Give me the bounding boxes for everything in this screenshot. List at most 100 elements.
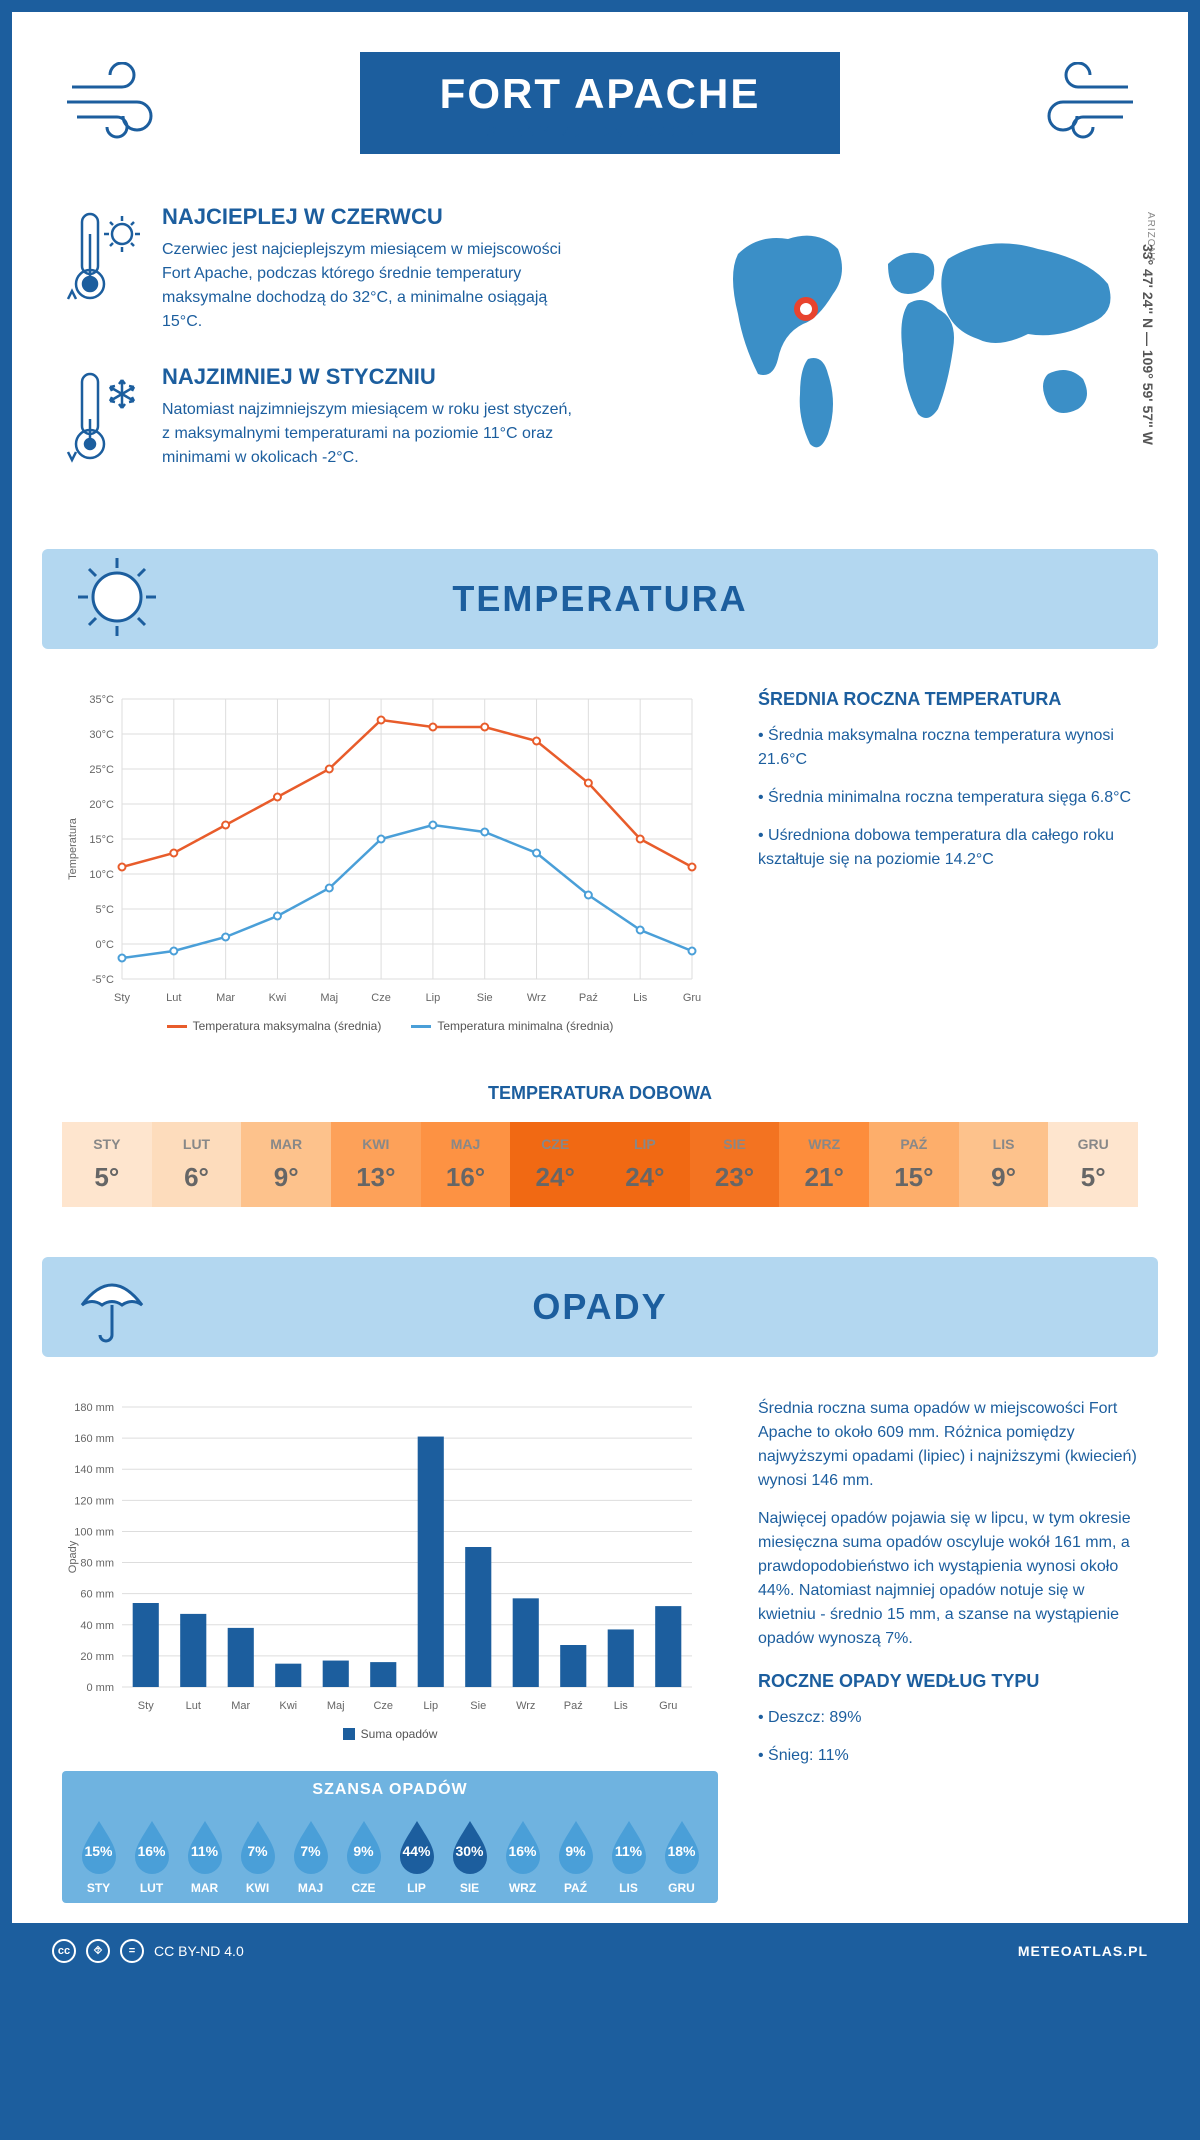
daily-value: 16° [421,1162,511,1193]
page-title: FORT APACHE [440,70,761,118]
coldest-title: NAJZIMNIEJ W STYCZNIU [162,364,582,390]
footer: cc ⯑ = CC BY-ND 4.0 METEOATLAS.PL [12,1923,1188,1979]
svg-text:Maj: Maj [327,1700,345,1712]
precipitation-info: Średnia roczna suma opadów w miejscowośc… [758,1397,1138,1903]
svg-text:Mar: Mar [231,1700,250,1712]
daily-temp-strip: STY5°LUT6°MAR9°KWI13°MAJ16°CZE24°LIP24°S… [62,1122,1138,1207]
svg-text:40 mm: 40 mm [80,1620,114,1632]
svg-text:Kwi: Kwi [269,992,287,1004]
chance-month: GRU [655,1881,708,1895]
daily-value: 23° [690,1162,780,1193]
daily-month: STY [62,1136,152,1152]
drop-icon: 11% [604,1817,654,1875]
header: FORT APACHE STANY ZJEDNOCZONE [12,12,1188,184]
precip-p2: Najwięcej opadów pojawia się w lipcu, w … [758,1507,1138,1651]
svg-text:25°C: 25°C [89,764,114,776]
site-name: METEOATLAS.PL [1018,1943,1148,1959]
svg-text:30°C: 30°C [89,729,114,741]
thermometer-snow-icon [62,364,142,479]
svg-text:Paź: Paź [564,1700,583,1712]
svg-text:Lip: Lip [426,992,441,1004]
precip-type-line: • Deszcz: 89% [758,1706,1138,1730]
temp-info-title: ŚREDNIA ROCZNA TEMPERATURA [758,689,1138,710]
drop-icon: 7% [233,1817,283,1875]
chance-value: 16% [508,1843,536,1859]
temperature-banner: TEMPERATURA [42,549,1158,649]
chance-cell: 7%KWI [231,1817,284,1895]
daily-month: CZE [510,1136,600,1152]
drop-icon: 9% [551,1817,601,1875]
chance-month: LIP [390,1881,443,1895]
chance-month: SIE [443,1881,496,1895]
svg-text:Paź: Paź [579,992,598,1004]
svg-text:Sie: Sie [470,1700,486,1712]
svg-text:Wrz: Wrz [516,1700,535,1712]
temperature-info: ŚREDNIA ROCZNA TEMPERATURA • Średnia mak… [758,689,1138,1033]
chance-cell: 16%LUT [125,1817,178,1895]
drop-icon: 16% [498,1817,548,1875]
daily-temp-cell: MAR9° [241,1122,331,1207]
daily-value: 13° [331,1162,421,1193]
chance-month: STY [72,1881,125,1895]
by-icon: ⯑ [86,1939,110,1963]
chance-cell: 18% GRU [655,1817,708,1895]
daily-temp-title: TEMPERATURA DOBOWA [12,1083,1188,1104]
chance-cell: 16% WRZ [496,1817,549,1895]
svg-text:Lut: Lut [186,1700,201,1712]
chance-cell: 11%MAR [178,1817,231,1895]
warmest-title: NAJCIEPLEJ W CZERWCU [162,204,582,230]
drop-icon: 7% [286,1817,336,1875]
wind-icon [62,62,172,147]
daily-month: SIE [690,1136,780,1152]
daily-month: MAJ [421,1136,511,1152]
chance-value: 7% [300,1843,320,1859]
daily-value: 5° [1048,1162,1138,1193]
chance-month: MAR [178,1881,231,1895]
drop-icon: 18% [657,1817,707,1875]
precipitation-chart: 0 mm20 mm40 mm60 mm80 mm100 mm120 mm140 … [62,1397,718,1903]
daily-temp-cell: SIE 23° [690,1122,780,1207]
temperature-chart: -5°C0°C5°C10°C15°C20°C25°C30°C35°CStyLut… [62,689,718,1033]
chance-month: LUT [125,1881,178,1895]
precip-p1: Średnia roczna suma opadów w miejscowośc… [758,1397,1138,1493]
daily-month: LUT [152,1136,242,1152]
svg-text:20°C: 20°C [89,799,114,811]
temperature-title: TEMPERATURA [42,578,1158,620]
page: FORT APACHE STANY ZJEDNOCZONE NAJCIE [0,0,1200,1991]
cc-icon: cc [52,1939,76,1963]
precipitation-banner: OPADY [42,1257,1158,1357]
warmest-text: Czerwiec jest najcieplejszym miesiącem w… [162,238,582,334]
svg-text:180 mm: 180 mm [74,1402,114,1414]
chance-value: 15% [84,1843,112,1859]
chance-cell: 9%PAŹ [549,1817,602,1895]
svg-text:Lis: Lis [614,1700,629,1712]
svg-text:Sty: Sty [138,1700,154,1712]
daily-temp-cell: LIS9° [959,1122,1049,1207]
chance-cell: 15% STY [72,1817,125,1895]
daily-temp-cell: LUT6° [152,1122,242,1207]
svg-text:140 mm: 140 mm [74,1464,114,1476]
daily-month: PAŹ [869,1136,959,1152]
svg-text:Lip: Lip [423,1700,438,1712]
temp-info-line: • Uśredniona dobowa temperatura dla całe… [758,824,1138,872]
precip-types-title: ROCZNE OPADY WEDŁUG TYPU [758,1671,1138,1692]
svg-text:35°C: 35°C [89,694,114,706]
daily-month: WRZ [779,1136,869,1152]
svg-text:120 mm: 120 mm [74,1495,114,1507]
chance-value: 18% [667,1843,695,1859]
precipitation-legend: Suma opadów [62,1727,718,1741]
daily-month: MAR [241,1136,331,1152]
chance-value: 44% [402,1843,430,1859]
chance-month: WRZ [496,1881,549,1895]
drop-icon: 44% [392,1817,442,1875]
chance-cell: 30%SIE [443,1817,496,1895]
legend-min: Temperatura minimalna (średnia) [437,1019,613,1033]
chance-cell: 11%LIS [602,1817,655,1895]
svg-text:Temperatura: Temperatura [67,817,79,880]
svg-text:Opady: Opady [67,1540,79,1573]
thermometer-sun-icon [62,204,142,334]
legend-max: Temperatura maksymalna (średnia) [193,1019,382,1033]
svg-text:0°C: 0°C [96,939,115,951]
temperature-legend: Temperatura maksymalna (średnia) Tempera… [62,1019,718,1033]
daily-temp-cell: LIP24° [600,1122,690,1207]
